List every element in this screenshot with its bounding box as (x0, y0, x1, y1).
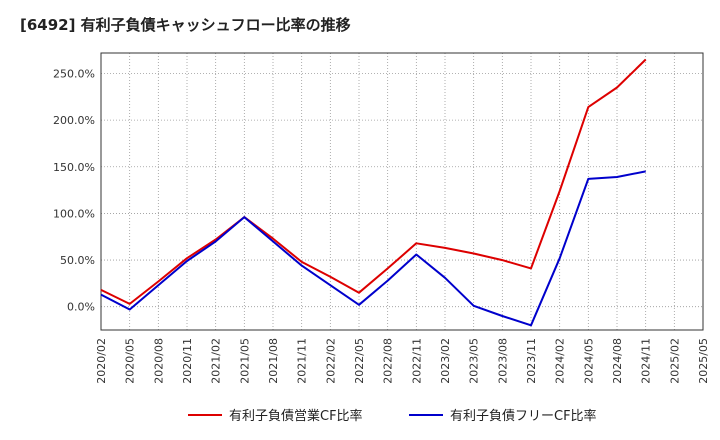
series-line-2 (100, 170, 646, 327)
x-tick-label: 2022/05 (353, 338, 366, 384)
chart-title: [6492] 有利子負債キャッシュフロー比率の推移 (20, 16, 351, 34)
x-tick-label: 2021/05 (238, 338, 251, 384)
plot-frame (100, 52, 704, 331)
x-tick-label: 2023/05 (468, 338, 481, 384)
y-tick-label: 100.0% (53, 207, 95, 220)
x-tick-label: 2025/05 (697, 338, 710, 384)
y-tick-label: 250.0% (53, 68, 95, 81)
x-tick-label: 2021/08 (267, 338, 280, 384)
legend-label-2: 有利子負債フリーCF比率 (450, 408, 597, 424)
x-tick-label: 2020/08 (152, 338, 165, 384)
x-tick-label: 2020/05 (124, 338, 137, 384)
x-tick-label: 2020/02 (95, 338, 108, 384)
x-tick-label: 2021/02 (210, 338, 223, 384)
legend-label-1: 有利子負債営業CF比率 (229, 408, 363, 424)
x-tick-label: 2025/02 (668, 338, 681, 384)
y-tick-label: 200.0% (53, 114, 95, 127)
x-tick-label: 2022/02 (324, 338, 337, 384)
x-tick-label: 2024/11 (640, 338, 653, 384)
x-tick-label: 2023/02 (439, 338, 452, 384)
x-tick-label: 2024/05 (582, 338, 595, 384)
y-tick-label: 50.0% (60, 254, 95, 267)
x-tick-label: 2021/11 (296, 338, 309, 384)
x-tick-label: 2023/08 (496, 338, 509, 384)
y-tick-label: 150.0% (53, 161, 95, 174)
series-line-1 (100, 58, 647, 305)
x-tick-label: 2022/08 (382, 338, 395, 384)
x-tick-label: 2024/08 (611, 338, 624, 384)
x-tick-label: 2023/11 (525, 338, 538, 384)
x-tick-label: 2024/02 (554, 338, 567, 384)
x-tick-label: 2020/11 (181, 338, 194, 384)
y-tick-label: 0.0% (67, 301, 95, 314)
x-tick-label: 2022/11 (410, 338, 423, 384)
